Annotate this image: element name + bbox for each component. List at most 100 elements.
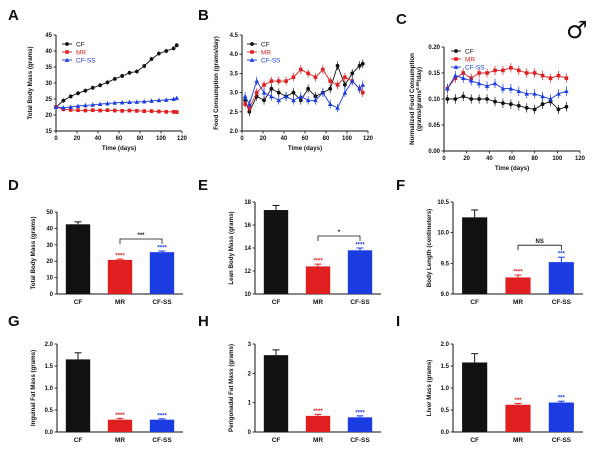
- significance-stars: ***: [514, 398, 522, 404]
- data-point: [493, 99, 497, 104]
- data-point: [76, 108, 80, 112]
- data-point: [556, 91, 561, 96]
- data-point: [564, 88, 569, 94]
- y-tick-label: 0: [248, 430, 252, 436]
- data-point: [509, 66, 513, 70]
- data-point: [360, 61, 365, 66]
- data-point: [556, 73, 561, 78]
- data-point: [343, 83, 347, 87]
- y-tick-label: 30: [45, 81, 52, 87]
- x-tick-label: 100: [156, 136, 167, 142]
- panel-c: C 0.00 0.05 0.10 0.15 0.20 0 20 40 60 80 100 120 Time…: [396, 11, 586, 172]
- y-tick-label: 2.0: [230, 129, 239, 135]
- x-category-label: CF-SS: [350, 299, 370, 306]
- data-point: [68, 104, 73, 109]
- bar-cf-ss: [548, 262, 574, 294]
- data-point: [120, 74, 125, 78]
- panel-label: F: [396, 177, 405, 194]
- y-tick-label: 1.5: [45, 364, 54, 370]
- panel-b: B 2.0 2.5 3.0 3.5 4.0 4.5 0 20 40 60 80 100 120 Time (…: [198, 7, 374, 152]
- legend-label: MR: [261, 49, 271, 56]
- data-point: [298, 94, 304, 99]
- data-point: [492, 81, 498, 86]
- data-point: [349, 78, 355, 83]
- data-point: [156, 97, 162, 103]
- data-point: [269, 94, 274, 99]
- y-tick-label: 40: [45, 49, 52, 55]
- data-point: [261, 90, 267, 95]
- significance-stars: ****: [513, 269, 523, 275]
- x-category-label: MR: [313, 299, 323, 306]
- data-point: [357, 63, 362, 68]
- data-point: [242, 94, 248, 99]
- y-tick-label: 12: [244, 269, 251, 275]
- y-tick-label: 0: [50, 292, 54, 298]
- data-point: [468, 78, 474, 83]
- data-point: [477, 71, 481, 75]
- data-point: [532, 91, 537, 96]
- x-category-label: CF: [74, 299, 83, 306]
- data-point: [357, 86, 362, 91]
- data-point: [164, 49, 169, 53]
- data-point: [532, 71, 537, 75]
- legend-label: CF-SS: [76, 57, 96, 64]
- panel-label: G: [8, 313, 20, 330]
- data-point: [328, 79, 332, 83]
- data-point: [90, 102, 96, 107]
- legend-label: CF: [261, 41, 270, 48]
- x-category-label: MR: [115, 437, 125, 444]
- series-line-cf-ss: [244, 80, 364, 109]
- significance-stars: ****: [115, 413, 125, 419]
- data-point: [493, 68, 497, 73]
- data-point: [548, 76, 553, 80]
- y-tick-label: 0.0: [441, 430, 450, 436]
- data-point: [149, 98, 154, 103]
- bar-cf-ss: [347, 250, 373, 294]
- data-point: [113, 108, 117, 113]
- data-point: [76, 91, 80, 96]
- data-point: [299, 67, 303, 72]
- legend-label: CF-SS: [465, 64, 485, 71]
- legend-marker: [250, 42, 254, 46]
- panel-label: D: [8, 177, 19, 194]
- data-point: [556, 107, 561, 112]
- data-point: [516, 88, 522, 94]
- y-axis-unit: (grams/grams0.66/day): [415, 67, 423, 131]
- legend-marker: [454, 57, 458, 61]
- x-category-label: CF-SS: [552, 437, 572, 444]
- significance-stars: ****: [355, 243, 365, 249]
- bar-cf: [263, 210, 289, 294]
- data-point: [284, 79, 288, 83]
- x-category-label: CF-SS: [552, 299, 572, 306]
- data-point: [291, 90, 296, 95]
- data-point: [453, 97, 458, 101]
- x-axis-title: Time (days): [102, 145, 136, 152]
- x-tick-label: 20: [260, 136, 267, 142]
- x-category-label: MR: [313, 437, 323, 444]
- bar-mr: [107, 259, 133, 294]
- data-point: [171, 46, 176, 51]
- y-tick-label: 14: [244, 246, 251, 252]
- data-point: [119, 100, 125, 105]
- data-point: [276, 90, 281, 95]
- y-tick-label: 18: [244, 200, 251, 206]
- data-point: [508, 102, 513, 107]
- y-tick-label: 3: [248, 342, 252, 348]
- panel-i: I 0.0 0.5 1.0 1.5 2.0 CF MR *** CF-SS *** Liver Mas…: [396, 313, 583, 444]
- data-point: [564, 76, 569, 80]
- comparison-bracket: [119, 238, 163, 245]
- x-tick-label: 0: [240, 136, 244, 142]
- x-tick-label: 40: [95, 136, 102, 142]
- y-axis-title: Food Consumption (grams/day): [213, 36, 220, 130]
- data-point: [291, 97, 296, 103]
- data-point: [564, 104, 569, 109]
- data-point: [335, 63, 340, 68]
- y-tick-label: 1: [248, 401, 252, 407]
- y-tick-label: 4.5: [230, 33, 239, 39]
- data-point: [501, 101, 505, 106]
- data-point: [149, 109, 154, 113]
- data-point: [476, 81, 482, 86]
- series-line-cf-ss: [447, 75, 567, 100]
- significance-stars: ***: [558, 252, 566, 258]
